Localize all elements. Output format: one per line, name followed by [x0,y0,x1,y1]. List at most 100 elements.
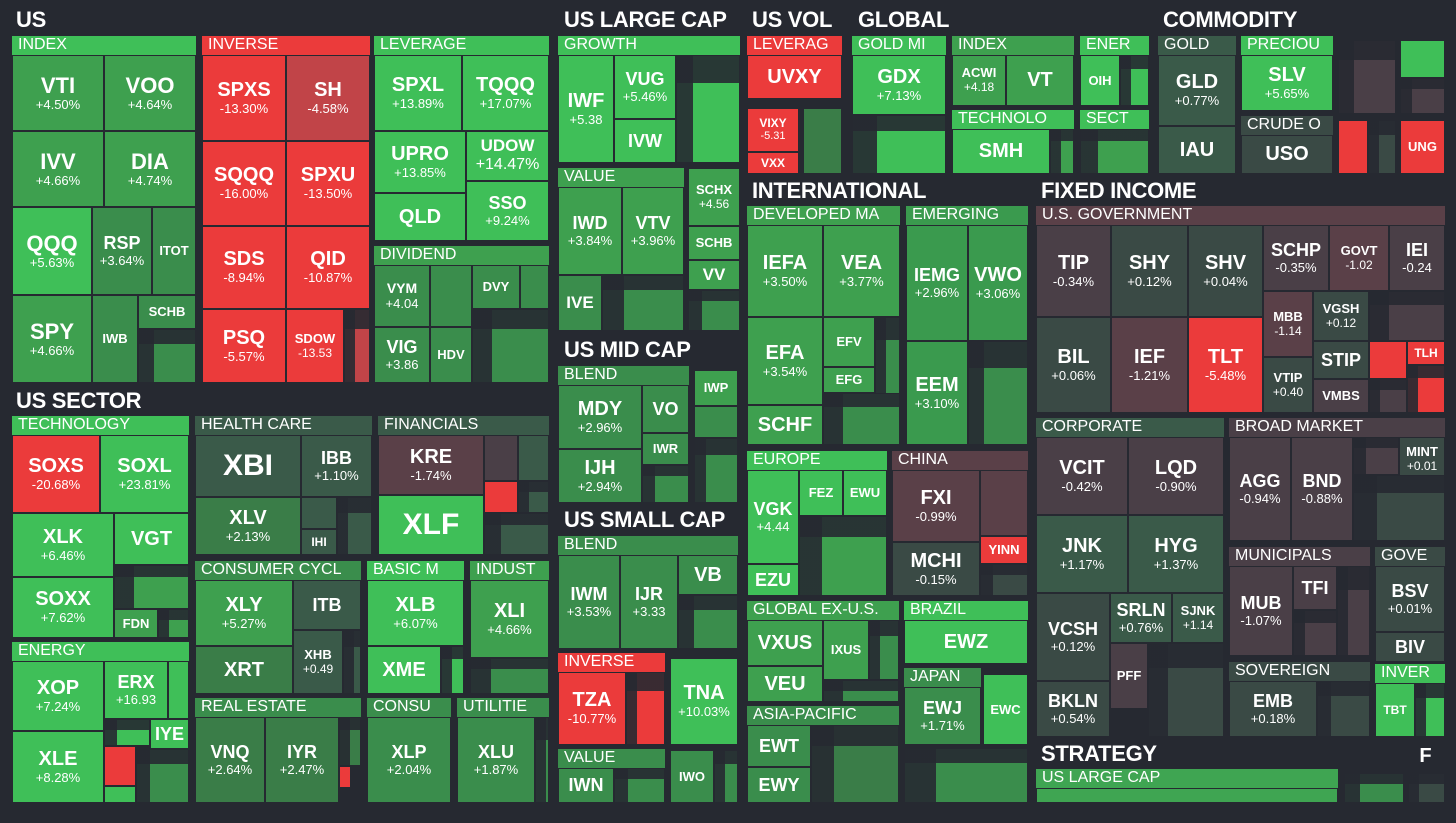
tile-tza[interactable]: TZA -10.77% [558,672,626,745]
tile-slv[interactable]: SLV +5.65% [1241,55,1333,111]
tile-xlf[interactable]: XLF [378,495,484,555]
tile-xlv[interactable]: XLV +2.13% [195,497,301,555]
tile-xlk[interactable]: XLK +6.46% [12,513,114,577]
tile-gdx[interactable]: GDX +7.13% [852,55,946,115]
group-header-leverage[interactable]: LEVERAGE [374,36,549,55]
group-header-growth[interactable]: GROWTH [558,36,740,55]
tile-iemg[interactable]: IEMG +2.96% [906,225,968,341]
group-header-crude-o[interactable]: CRUDE O [1241,116,1333,135]
tile-vug[interactable]: VUG +5.46% [614,55,676,119]
group-header-gold-mi[interactable]: GOLD MI [852,36,946,55]
tile-xop[interactable]: XOP +7.24% [12,661,104,731]
tile-sds[interactable]: SDS -8.94% [202,226,286,309]
tile-vb[interactable]: VB [678,555,738,595]
group-header-value[interactable]: VALUE [558,168,684,187]
tile-minor[interactable] [1369,291,1445,341]
tile-minor[interactable] [484,481,518,513]
tile-sh[interactable]: SH -4.58% [286,55,370,141]
tile-iefa[interactable]: IEFA +3.50% [747,225,823,317]
tile-minor[interactable] [1369,341,1407,379]
group-header-u-s-government[interactable]: U.S. GOVERNMENT [1036,206,1445,225]
tile-pff[interactable]: PFF [1110,643,1148,709]
tile-sdow[interactable]: SDOW -13.53 [286,309,344,383]
tile-fdn[interactable]: FDN [114,609,158,638]
tile-soxs[interactable]: SOXS -20.68% [12,435,100,513]
tile-minor[interactable] [158,609,189,638]
tile-tna[interactable]: TNA +10.03% [670,658,738,745]
tile-vmbs[interactable]: VMBS [1313,379,1369,413]
tile-tlt[interactable]: TLT -5.48% [1188,317,1263,413]
group-header-us-large-cap[interactable]: US LARGE CAP [1036,769,1338,788]
tile-efa[interactable]: EFA +3.54% [747,317,823,405]
tile-minor[interactable] [1120,55,1149,106]
tile-tfi[interactable]: TFI [1293,566,1337,610]
tile-minor[interactable] [642,465,689,503]
tile-minor[interactable] [811,725,899,803]
tile-schf[interactable]: SCHF [747,405,823,445]
tile-minor[interactable] [968,341,1028,445]
tile-ibb[interactable]: IBB +1.10% [301,435,372,497]
tile-vwo[interactable]: VWO +3.06% [968,225,1028,341]
group-header-real-estate[interactable]: REAL ESTATE [195,698,361,717]
tile-uso[interactable]: USO [1241,135,1333,174]
tile-xlb[interactable]: XLB +6.07% [367,580,464,646]
tile-vt[interactable]: VT [1006,55,1074,106]
tile-ijr[interactable]: IJR +3.33 [620,555,678,649]
tile-xly[interactable]: XLY +5.27% [195,580,293,646]
tile-vtv[interactable]: VTV +3.96% [622,187,684,275]
group-header-municipals[interactable]: MUNICIPALS [1229,547,1370,566]
tile-minor[interactable] [823,680,899,702]
tile-minor[interactable] [518,435,549,481]
tile-iwr[interactable]: IWR [642,433,689,465]
tile-stip[interactable]: STIP [1313,341,1369,379]
tile-vgt[interactable]: VGT [114,513,189,565]
tile-fxi[interactable]: FXI -0.99% [892,470,980,542]
tile-bil[interactable]: BIL +0.06% [1036,317,1111,413]
tile-minor[interactable] [138,329,196,383]
tile-minor[interactable] [694,438,738,503]
tile-minor[interactable] [1353,437,1399,475]
tile-minor[interactable] [980,470,1028,536]
tile-minor[interactable] [614,768,665,803]
tile-ijh[interactable]: IJH +2.94% [558,449,642,503]
group-header-financials[interactable]: FINANCIALS [378,416,549,435]
tile-tip[interactable]: TIP -0.34% [1036,225,1111,317]
tile-ixus[interactable]: IXUS [823,620,869,680]
tile-iau[interactable]: IAU [1158,126,1236,174]
tile-minor[interactable] [339,717,361,766]
tile-minor[interactable] [1408,773,1445,803]
tile-acwi[interactable]: ACWI +4.18 [952,55,1006,106]
tile-smh[interactable]: SMH [952,129,1050,174]
group-header-preciou[interactable]: PRECIOU [1241,36,1333,55]
tile-iwd[interactable]: IWD +3.84% [558,187,622,275]
tile-shy[interactable]: SHY +0.12% [1111,225,1188,317]
tile-minor[interactable] [676,55,740,163]
tile-qld[interactable]: QLD [374,193,466,241]
tile-minor[interactable] [823,393,900,445]
group-header-technolo[interactable]: TECHNOLO [952,110,1074,129]
tile-xlu[interactable]: XLU +1.87% [457,717,535,803]
group-header-consumer-cycl[interactable]: CONSUMER CYCL [195,561,361,580]
group-header-inverse[interactable]: INVERSE [558,653,665,672]
tile-minor[interactable] [1368,120,1396,174]
tile-bsv[interactable]: BSV +0.01% [1375,566,1445,632]
tile-minor[interactable] [114,565,189,609]
tile-minor[interactable] [484,513,549,555]
group-header-utilitie[interactable]: UTILITIE [457,698,549,717]
tile-ewc[interactable]: EWC [983,674,1028,745]
group-header-index[interactable]: INDEX [12,36,196,55]
tile-iye[interactable]: IYE [150,719,189,749]
tile-minor[interactable] [1353,475,1445,541]
tile-minor[interactable] [869,620,899,680]
tile-xrt[interactable]: XRT [195,646,293,694]
tile-mbb[interactable]: MBB -1.14 [1263,291,1313,357]
tile-minor[interactable] [1148,643,1224,737]
tile-hyg[interactable]: HYG +1.37% [1128,515,1224,593]
group-header-energy[interactable]: ENERGY [12,642,189,661]
tile-mint[interactable]: MINT +0.01 [1399,437,1445,481]
tile-iwp[interactable]: IWP [694,370,738,406]
tile-mchi[interactable]: MCHI -0.15% [892,542,980,596]
tile-minor[interactable] [441,646,464,694]
tile-sjnk[interactable]: SJNK +1.14 [1172,593,1224,643]
tile-jnk[interactable]: JNK +1.17% [1036,515,1128,593]
